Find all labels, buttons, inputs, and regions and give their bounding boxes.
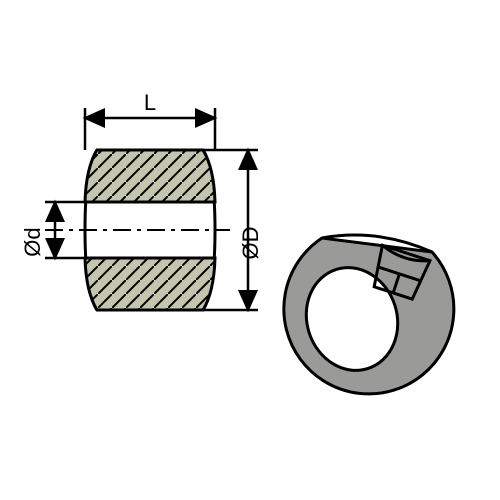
label-d: Ød <box>20 227 45 256</box>
perspective-view <box>284 235 454 394</box>
label-D: ØD <box>238 227 263 260</box>
hatch-bottom <box>85 258 215 310</box>
section-view: L ØD Ød <box>20 90 263 310</box>
hatch-top <box>85 150 215 202</box>
label-L: L <box>144 90 156 115</box>
dim-L: L <box>85 90 215 150</box>
